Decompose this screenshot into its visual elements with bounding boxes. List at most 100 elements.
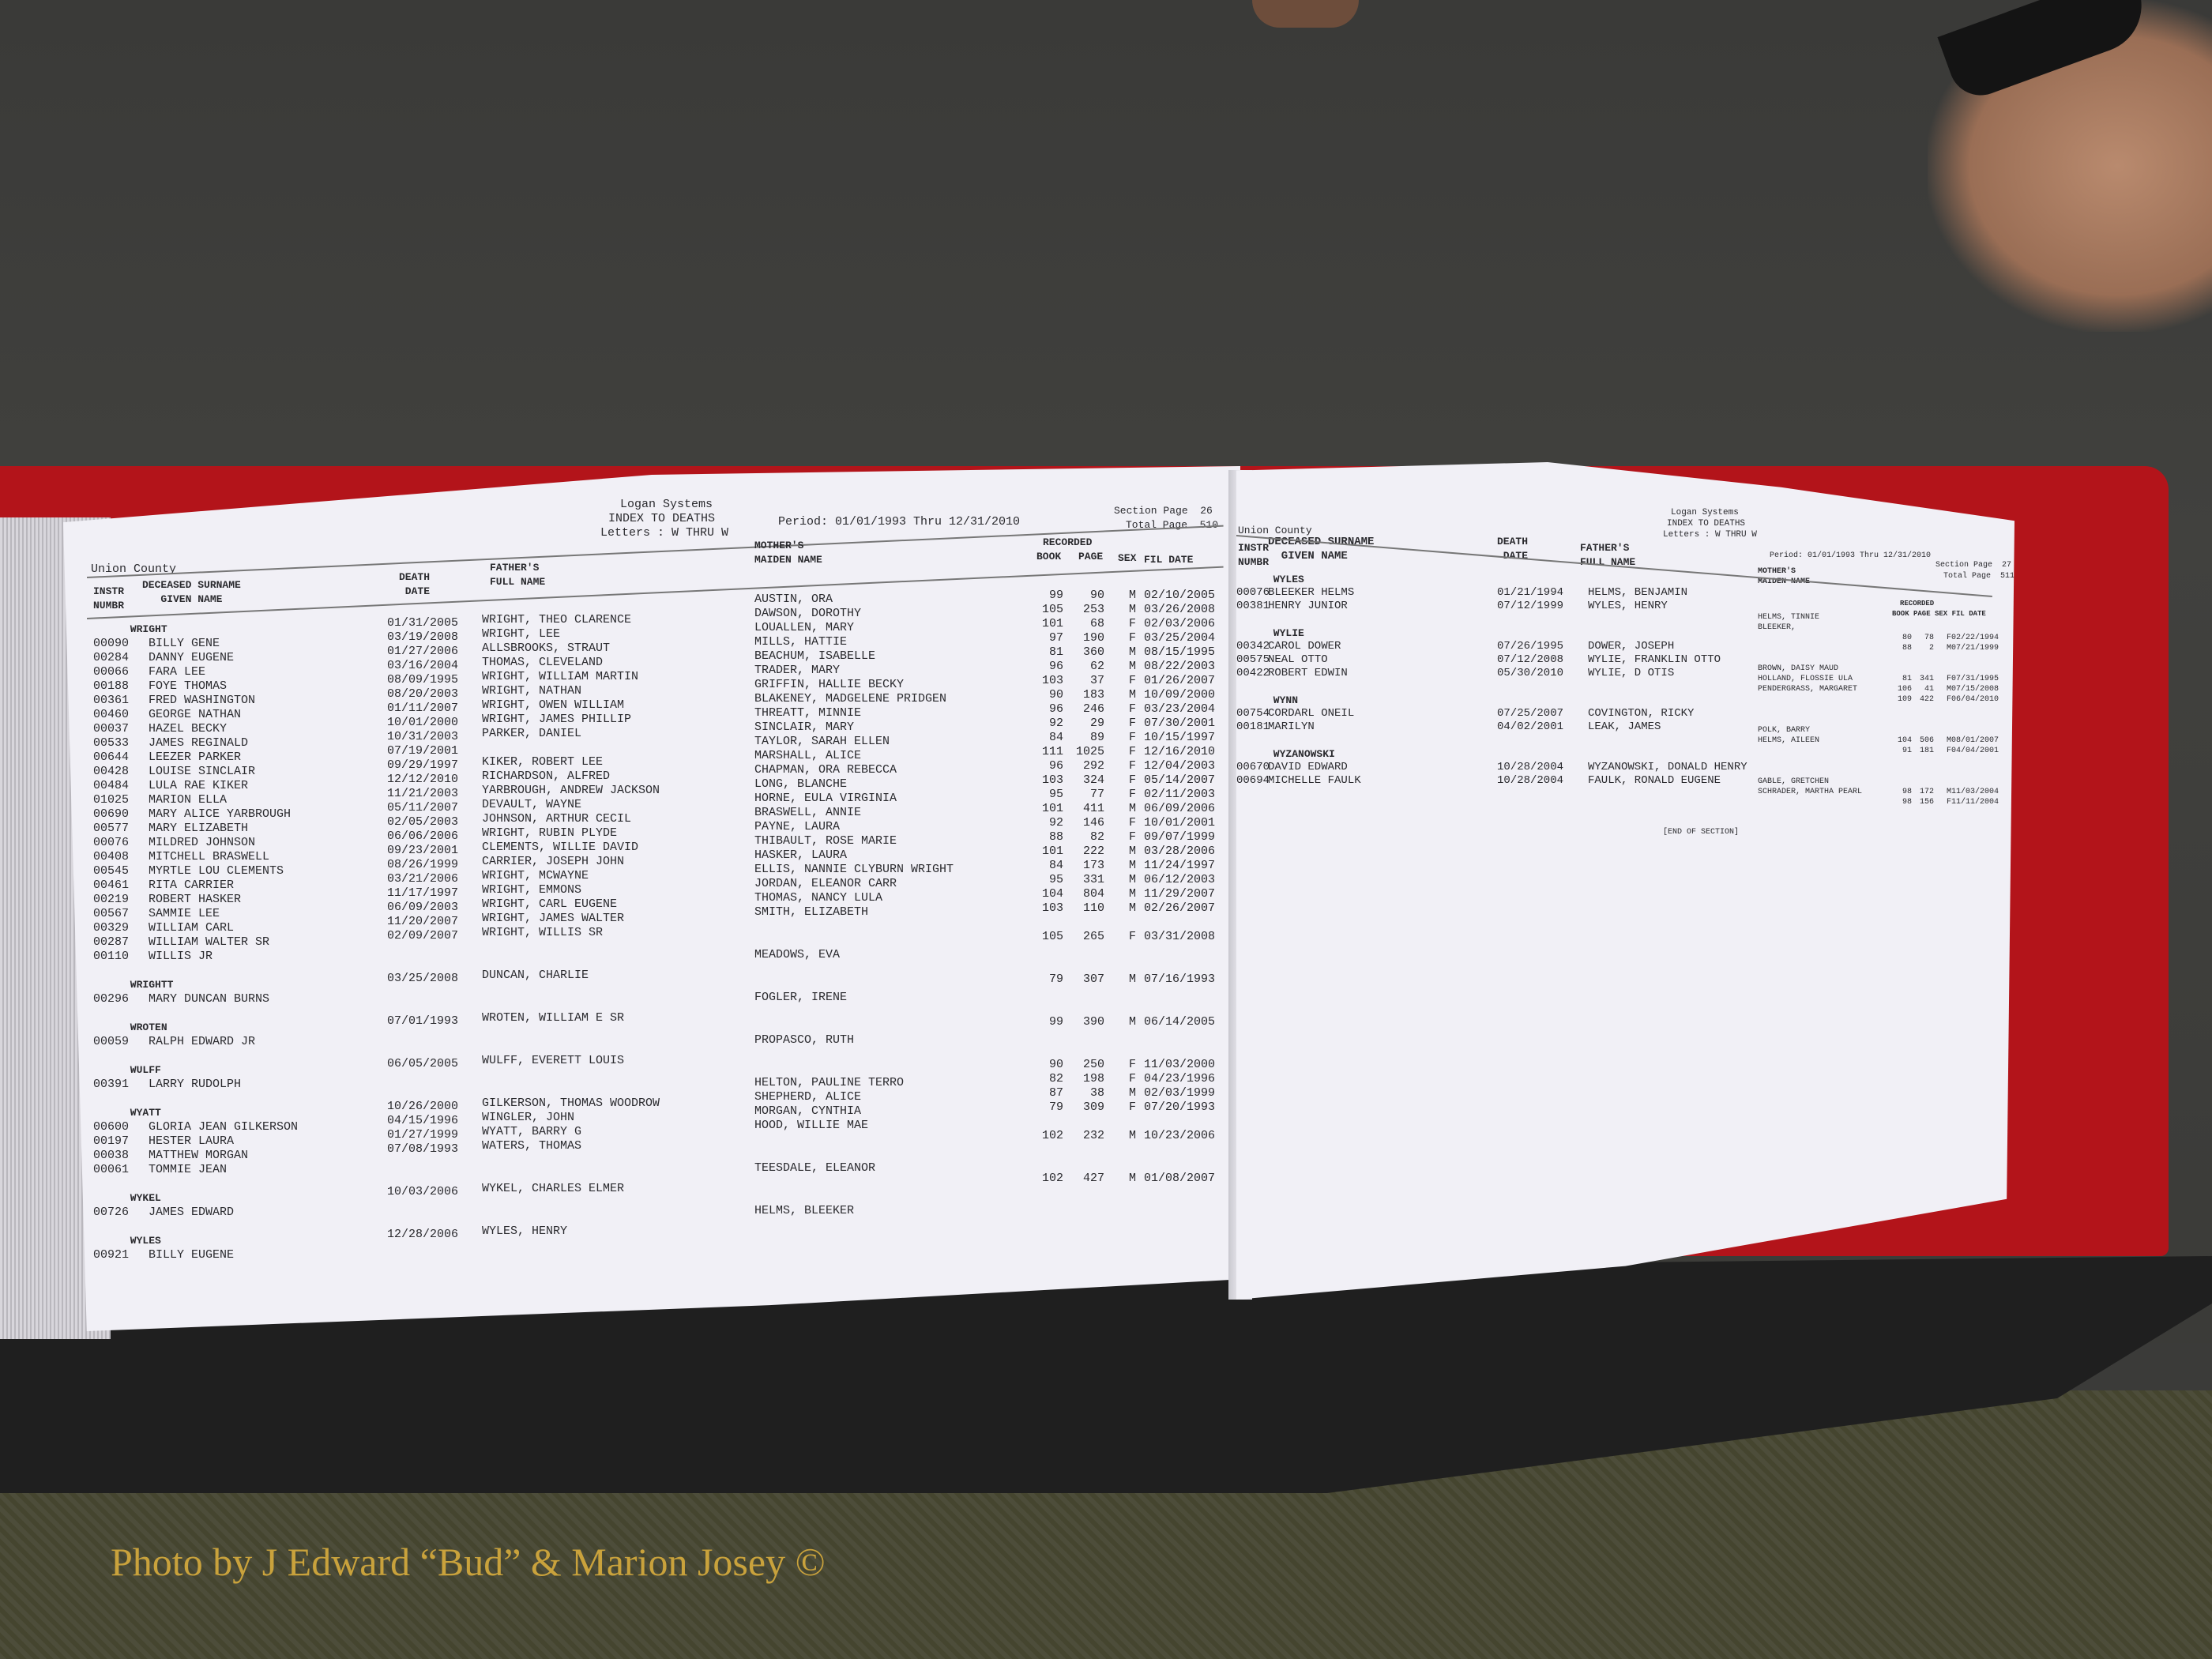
- death-date: 04/15/1996: [387, 1114, 459, 1127]
- sex: F: [1128, 617, 1136, 630]
- table-row: 00577 MARY ELIZABETH: [93, 822, 386, 836]
- death-date: 03/19/2008: [387, 630, 459, 644]
- header-fil-date: FIL DATE: [1144, 554, 1194, 566]
- death-date: [387, 1157, 458, 1171]
- mother-maiden-name: PAYNE, LAURA: [754, 820, 841, 833]
- recorded-row: 80 78 F02/22/1994: [1896, 633, 1999, 643]
- table-row: 00461 RITA CARRIER: [93, 878, 386, 893]
- page: 1025: [1075, 745, 1104, 758]
- mother-maiden-name: MARSHALL, ALICE: [754, 749, 862, 762]
- sex: M: [1128, 887, 1136, 901]
- father-name: CLEMENTS, WILLIE DAVID: [482, 841, 639, 854]
- table-row: 00037 HAZEL BECKY: [93, 722, 386, 736]
- instr-number: 00219: [93, 893, 130, 906]
- page: 68: [1089, 617, 1104, 630]
- instr-number: 00408: [93, 850, 130, 863]
- recorded-row: 98 172 M11/03/2004: [1896, 787, 1999, 797]
- father-name: WYLIE, D OTIS: [1588, 667, 1675, 679]
- book: 84: [1048, 731, 1063, 744]
- table-row: 00381HENRY JUNIOR 07/12/1999 WYLES, HENRY: [1236, 600, 1747, 613]
- header-death-date: DEATH DATE: [399, 571, 431, 597]
- page: 411: [1082, 802, 1104, 815]
- book: 103: [1041, 901, 1063, 915]
- page: 110: [1082, 901, 1104, 915]
- death-date: 11/20/2007: [387, 915, 459, 928]
- mother-maiden-name: BLAKENEY, MADGELENE PRIDGEN: [754, 692, 947, 705]
- given-name: MARY ALICE YARBROUGH: [149, 807, 292, 821]
- page: 232: [1082, 1129, 1104, 1142]
- recorded-row: [1035, 916, 1215, 930]
- book: 99: [1048, 1015, 1063, 1029]
- fil-date: 06/04/2010: [1951, 695, 1999, 704]
- mother-maiden-name: AUSTIN, ORA: [754, 592, 833, 606]
- table-row: 00219 ROBERT HASKER: [93, 893, 386, 907]
- recorded-row: [1896, 756, 1999, 766]
- mother-maiden-name: THOMAS, NANCY LULA: [754, 891, 883, 905]
- mother-maiden-name: GRIFFIN, HALLIE BECKY: [754, 678, 905, 691]
- table-row: [1236, 734, 1747, 747]
- page: 804: [1082, 887, 1104, 901]
- recorded-row: 84 173 M 11/24/1997: [1035, 859, 1215, 873]
- instr-number: 00577: [93, 822, 130, 835]
- mother-maiden-name: FOGLER, IRENE: [754, 991, 848, 1004]
- surname-heading: WULFF: [93, 1064, 161, 1076]
- header-mother: MOTHER'S MAIDEN NAME: [1758, 567, 1811, 586]
- sex: F: [1128, 759, 1136, 773]
- page: 90: [1089, 589, 1104, 602]
- recorded-row: 91 181 F04/04/2001: [1896, 746, 1999, 756]
- recorded-row: [1035, 1001, 1215, 1015]
- death-date: 07/25/2007: [1497, 707, 1564, 720]
- fil-date: 09/07/1999: [1143, 830, 1215, 844]
- page: 190: [1082, 631, 1104, 645]
- father-name: [482, 1082, 660, 1097]
- surname-heading: WRIGHT: [93, 623, 167, 635]
- given-name: WILLIAM CARL: [149, 921, 235, 935]
- mother-maiden-name: PROPASCO, RUTH: [754, 1033, 855, 1047]
- mother-maiden-name: [754, 1147, 954, 1161]
- page: 172: [1919, 788, 1934, 796]
- table-row: 00690 MARY ALICE YARBROUGH: [93, 807, 386, 822]
- header-father: FATHER'S FULL NAME: [1580, 542, 1636, 568]
- recorded-row: 101 68 F 02/03/2006: [1035, 617, 1215, 631]
- fil-date: 12/16/2010: [1143, 745, 1215, 758]
- mother-maiden-name: BROWN, DAISY MAUD: [1758, 664, 1839, 673]
- sex: F: [1128, 745, 1136, 758]
- mother-maiden-name: [1758, 756, 1862, 766]
- instr-number: 00059: [93, 1035, 130, 1048]
- death-date: 02/09/2007: [387, 929, 459, 942]
- given-name: CORDARL ONEIL: [1268, 707, 1355, 720]
- sex: F: [1946, 695, 1951, 704]
- book: 101: [1041, 845, 1063, 858]
- mother-maiden-name: [754, 976, 954, 991]
- sex: F: [1128, 1058, 1136, 1071]
- sex: M: [1128, 645, 1136, 659]
- death-date: [387, 1043, 458, 1057]
- table-row: 00567 SAMMIE LEE: [93, 907, 386, 921]
- book: 109: [1897, 695, 1912, 704]
- death-date: 03/25/2008: [387, 972, 459, 985]
- father-name: [482, 954, 660, 969]
- instr-number: 00076: [1236, 586, 1270, 599]
- fil-date: 02/22/1994: [1951, 634, 1999, 642]
- father-name: WRIGHT, CARL EUGENE: [482, 897, 618, 911]
- given-name: CAROL DOWER: [1268, 640, 1341, 653]
- sex: M: [1128, 972, 1136, 986]
- table-row: [93, 1220, 386, 1234]
- fil-date: 03/26/2008: [1143, 603, 1215, 616]
- table-row: 00076 MILDRED JOHNSON: [93, 836, 386, 850]
- book: 90: [1048, 1058, 1063, 1071]
- book: 81: [1048, 645, 1063, 659]
- book: 92: [1048, 816, 1063, 830]
- left-page: Logan Systems INDEX TO DEATHS Letters : …: [63, 466, 1240, 1331]
- header-book: BOOK: [1036, 551, 1062, 562]
- given-name: WILLIAM WALTER SR: [149, 935, 270, 949]
- instr-number: 00921: [93, 1248, 130, 1262]
- mother-maiden-name: [1758, 705, 1862, 715]
- sex: M: [1128, 845, 1136, 858]
- recorded-row: 109 422 F06/04/2010: [1896, 694, 1999, 705]
- given-name: MARY ELIZABETH: [149, 822, 249, 835]
- death-date: [387, 1029, 458, 1043]
- fil-date: 11/03/2000: [1143, 1058, 1215, 1071]
- header-surname: DECEASED SURNAME GIVEN NAME: [142, 579, 241, 605]
- death-date: 11/17/1997: [387, 886, 459, 900]
